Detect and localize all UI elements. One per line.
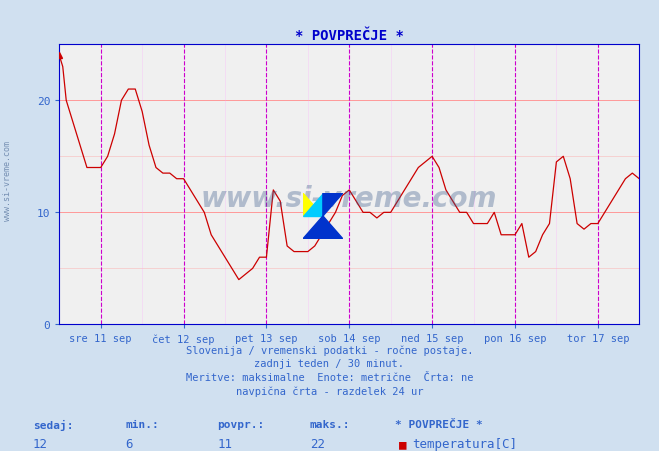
Text: Meritve: maksimalne  Enote: metrične  Črta: ne: Meritve: maksimalne Enote: metrične Črta… (186, 372, 473, 382)
Text: zadnji teden / 30 minut.: zadnji teden / 30 minut. (254, 359, 405, 368)
Text: temperatura[C]: temperatura[C] (412, 437, 517, 451)
Text: maks.:: maks.: (310, 419, 350, 429)
Text: ■: ■ (399, 437, 406, 451)
Text: * POVPREČJE *: * POVPREČJE * (395, 419, 483, 429)
Polygon shape (303, 194, 323, 216)
Text: min.:: min.: (125, 419, 159, 429)
Text: navpična črta - razdelek 24 ur: navpična črta - razdelek 24 ur (236, 386, 423, 396)
Text: 12: 12 (33, 437, 48, 451)
Text: 11: 11 (217, 437, 233, 451)
Text: povpr.:: povpr.: (217, 419, 265, 429)
Text: Slovenija / vremenski podatki - ročne postaje.: Slovenija / vremenski podatki - ročne po… (186, 345, 473, 355)
Text: www.si-vreme.com: www.si-vreme.com (201, 185, 498, 213)
Polygon shape (303, 216, 343, 239)
Title: * POVPREČJE *: * POVPREČJE * (295, 28, 404, 42)
Text: 22: 22 (310, 437, 325, 451)
Text: 6: 6 (125, 437, 132, 451)
Text: sedaj:: sedaj: (33, 419, 73, 430)
Text: www.si-vreme.com: www.si-vreme.com (3, 141, 13, 220)
Polygon shape (323, 194, 343, 216)
Polygon shape (303, 194, 323, 216)
